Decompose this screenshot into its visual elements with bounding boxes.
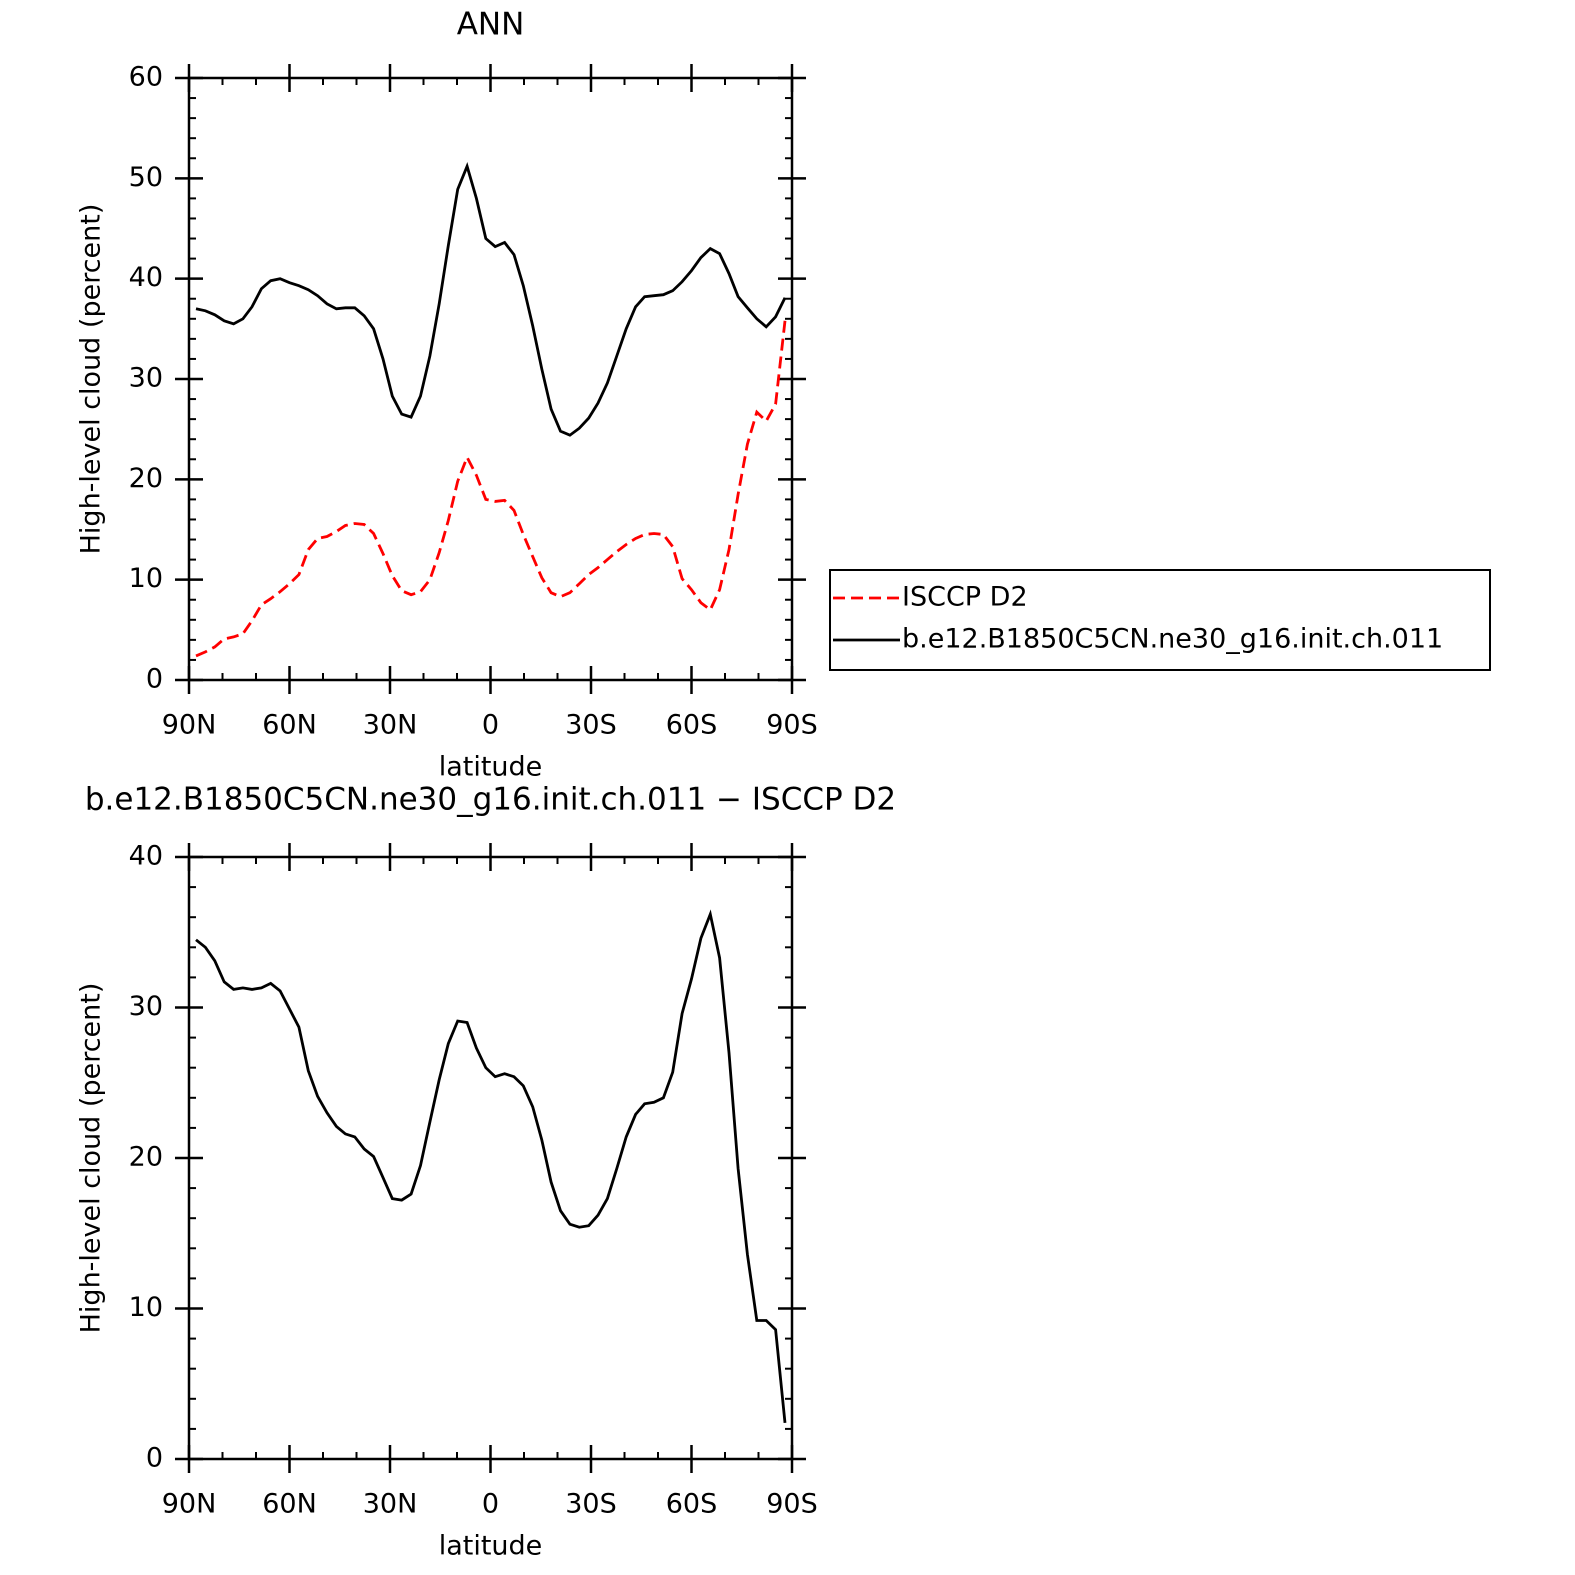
- x-tick-label: 60N: [262, 710, 317, 741]
- x-axis-label: latitude: [439, 752, 543, 783]
- y-axis-label: High-level cloud (percent): [76, 983, 107, 1334]
- x-tick-label: 90S: [766, 1489, 818, 1520]
- y-tick-label: 60: [129, 62, 163, 93]
- y-tick-label: 20: [129, 463, 163, 494]
- x-tick-label: 90N: [162, 1489, 217, 1520]
- y-tick-label: 30: [129, 991, 163, 1022]
- y-axis-label: High-level cloud (percent): [76, 204, 107, 555]
- plot-frame: [187, 76, 794, 682]
- legend-label: b.e12.B1850C5CN.ne30_g16.init.ch.011: [902, 624, 1443, 655]
- chart-title: b.e12.B1850C5CN.ne30_g16.init.ch.011 − I…: [85, 782, 896, 818]
- x-tick-label: 0: [482, 710, 499, 741]
- y-tick-label: 10: [129, 1292, 163, 1323]
- chart-title: ANN: [457, 7, 525, 43]
- x-tick-label: 60N: [262, 1489, 317, 1520]
- y-tick-label: 30: [129, 363, 163, 394]
- panel: b.e12.B1850C5CN.ne30_g16.init.ch.011 − I…: [76, 782, 897, 1562]
- x-tick-label: 30N: [363, 710, 418, 741]
- plot-frame: [187, 855, 794, 1461]
- data-line: [195, 162, 787, 437]
- x-axis-label: latitude: [439, 1531, 543, 1562]
- y-tick-label: 10: [129, 563, 163, 594]
- x-tick-label: 30S: [565, 1489, 617, 1520]
- legend: ISCCP D2 b.e12.B1850C5CN.ne30_g16.init.ch…: [829, 569, 1491, 671]
- panel: ANN latitude High-level cloud (percent) 0 10…: [76, 7, 1491, 783]
- x-tick-label: 90N: [162, 710, 217, 741]
- legend-label: ISCCP D2: [902, 582, 1028, 613]
- x-tick-label: 60S: [666, 1489, 718, 1520]
- y-tick-label: 0: [146, 664, 163, 695]
- data-line: [195, 320, 787, 658]
- x-tick-label: 60S: [666, 710, 718, 741]
- y-tick-label: 40: [129, 262, 163, 293]
- x-tick-label: 90S: [766, 710, 818, 741]
- x-tick-label: 30N: [363, 1489, 418, 1520]
- y-tick-label: 40: [129, 841, 163, 872]
- legend-box: [829, 569, 1491, 671]
- x-tick-label: 0: [482, 1489, 499, 1520]
- data-line: [195, 909, 787, 1424]
- y-tick-label: 0: [146, 1443, 163, 1474]
- x-tick-label: 30S: [565, 710, 617, 741]
- y-tick-label: 50: [129, 162, 163, 193]
- y-tick-label: 20: [129, 1142, 163, 1173]
